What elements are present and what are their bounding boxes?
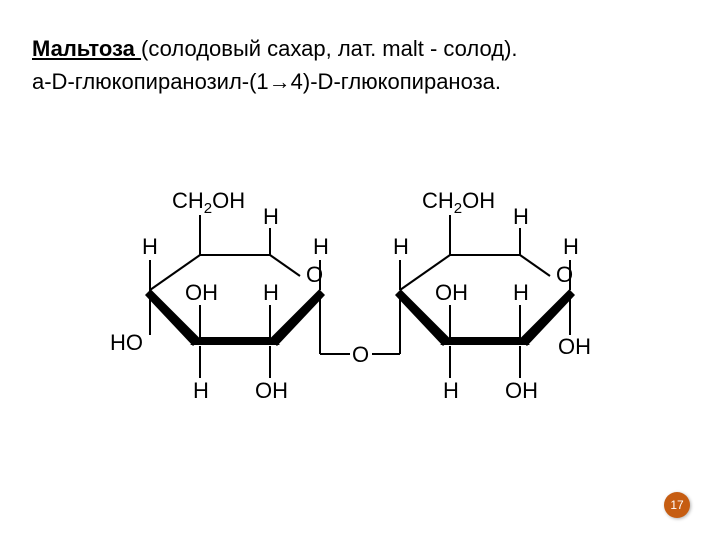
ch2oh-left-oh: OH (212, 188, 245, 213)
ch2oh-right-ch: CH (422, 188, 454, 213)
h-label: H (443, 378, 459, 403)
h-label: H (393, 234, 409, 259)
h-label: H (263, 280, 279, 305)
page-number: 17 (670, 498, 683, 512)
oh-label: OH (255, 378, 288, 403)
maltose-structure: O CH2OH H HO OH H H OH (110, 140, 610, 460)
glycosidic-oxygen: O (352, 342, 369, 367)
h-label: H (513, 204, 529, 229)
title-bold: Мальтоза (32, 36, 141, 61)
text-block: Мальтоза (солодовый сахар, лат. malt - с… (32, 32, 672, 98)
h-label: H (313, 234, 329, 259)
ch2oh-right-oh: OH (462, 188, 495, 213)
svg-text:CH2OH: CH2OH (172, 188, 245, 217)
h-label: H (513, 280, 529, 305)
page-number-badge: 17 (664, 492, 690, 518)
oh-label: OH (505, 378, 538, 403)
ch2oh-left-ch: CH (172, 188, 204, 213)
ho-label: HO (110, 330, 143, 355)
line-1: Мальтоза (солодовый сахар, лат. malt - с… (32, 32, 672, 65)
oh-label: OH (558, 334, 591, 359)
svg-text:CH2OH: CH2OH (422, 188, 495, 217)
ch2oh-left-2: 2 (204, 200, 212, 217)
line1-rest: (солодовый сахар, лат. malt - солод). (141, 36, 518, 61)
oh-label: OH (435, 280, 468, 305)
h-label: H (142, 234, 158, 259)
h-label: H (193, 378, 209, 403)
oh-label: OH (185, 280, 218, 305)
line-2: a-D-глюкопиранозил-(1→4)-D-глюкопираноза… (32, 65, 672, 98)
h-label: H (263, 204, 279, 229)
slide: Мальтоза (солодовый сахар, лат. malt - с… (0, 0, 720, 540)
h-label: H (563, 234, 579, 259)
ch2oh-right-2: 2 (454, 200, 462, 217)
